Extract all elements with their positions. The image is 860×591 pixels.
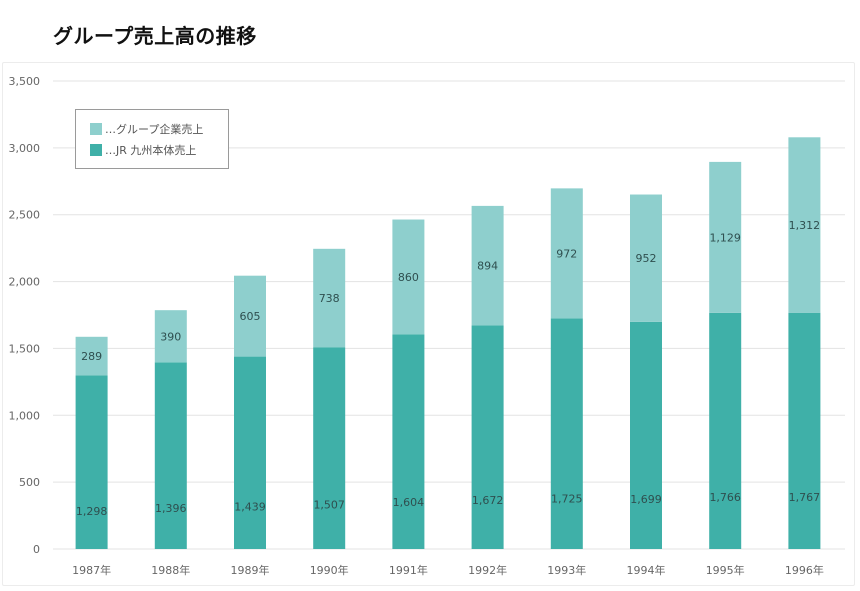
data-label-group: 894 [477,260,498,273]
data-label-jr: 1,604 [393,496,425,509]
data-label-jr: 1,439 [234,501,266,514]
data-label-group: 1,129 [709,231,741,244]
data-label-group: 972 [556,247,577,260]
x-tick-label: 1994年 [627,563,666,577]
chart-title: グループ売上高の推移 [53,24,257,48]
bar-jr [630,321,662,549]
y-tick-label: 500 [19,476,40,489]
bar-jr [471,325,504,549]
x-tick-label: 1988年 [151,563,190,577]
y-axis-ticks: 0 500 1,000 1,500 2,000 2,500 3,000 3,500 [9,75,41,556]
bar-group [471,205,504,326]
data-label-group: 289 [81,350,102,363]
legend-label-jr: …JR 九州本体売上 [105,144,197,157]
chart-frame [2,62,855,586]
x-tick-label: 1987年 [72,563,111,577]
y-tick-label: 0 [33,543,40,556]
data-label-group: 738 [319,292,340,305]
bar-group [630,194,662,322]
bar-jr [313,347,346,549]
bar-jr [75,375,108,549]
data-label-group: 1,312 [789,219,821,232]
bar-group [234,275,266,357]
data-labels: 1,298 289 1,396 390 1,439 605 1,507 738 1,604 860… [76,219,820,518]
data-label-group: 605 [240,310,261,323]
data-label-jr: 1,767 [789,491,821,504]
y-tick-label: 3,500 [9,75,41,88]
legend-swatch-jr [90,144,102,156]
y-tick-label: 3,000 [9,142,41,155]
x-tick-label: 1995年 [706,563,745,577]
data-label-group: 860 [398,271,419,284]
bar-jr [234,356,266,549]
bar-group [709,161,742,313]
bars [75,137,821,549]
x-tick-label: 1990年 [310,563,349,577]
bar-jr [550,318,583,549]
bar-jr [154,362,187,549]
bar-group [313,248,346,348]
data-label-jr: 1,396 [155,502,187,515]
data-label-jr: 1,766 [709,491,741,504]
data-label-group: 390 [160,330,181,343]
y-tick-label: 2,000 [9,276,41,289]
bar-jr [788,312,821,549]
bar-group [788,137,821,313]
y-tick-label: 2,500 [9,209,41,222]
legend-item-group: …グループ企業売上 [90,121,203,137]
bar-group [75,336,108,376]
x-tick-label: 1991年 [389,563,428,577]
x-tick-label: 1989年 [231,563,270,577]
legend: …グループ企業売上 …JR 九州本体売上 [75,109,229,169]
y-tick-label: 1,000 [9,409,41,422]
x-tick-label: 1993年 [547,563,586,577]
data-label-jr: 1,699 [630,493,662,506]
bar-group [550,188,583,319]
data-label-group: 952 [636,252,657,265]
data-label-jr: 1,298 [76,505,108,518]
x-tick-label: 1996年 [785,563,824,577]
bar-group [154,310,187,363]
legend-swatch-group [90,123,102,135]
y-tick-label: 1,500 [9,342,41,355]
x-axis-ticks: 1987年 1988年 1989年 1990年 1991年 1992年 1993年 1994年… [72,563,824,577]
data-label-jr: 1,507 [313,499,345,512]
legend-label-group: …グループ企業売上 [105,123,204,136]
bar-jr [709,312,742,549]
data-label-jr: 1,725 [551,492,583,505]
data-label-jr: 1,672 [472,494,504,507]
bar-jr [392,334,425,549]
bar-group [392,219,425,335]
x-tick-label: 1992年 [468,563,507,577]
legend-item-jr: …JR 九州本体売上 [90,142,196,158]
